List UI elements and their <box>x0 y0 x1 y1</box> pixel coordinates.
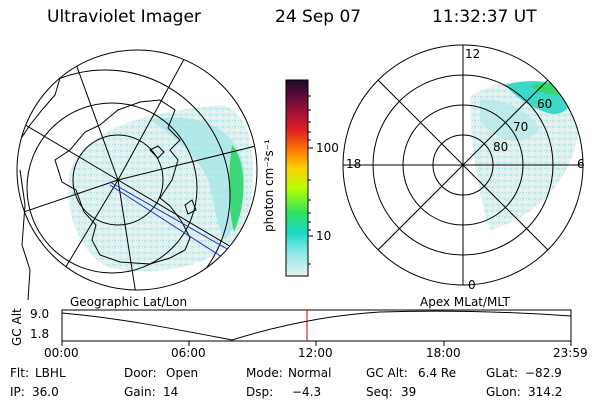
status-key: GLat: <box>486 366 519 380</box>
status-key: IP: <box>10 385 25 399</box>
altitude-ytick-low: 1.8 <box>30 327 50 341</box>
mlt-label-0: 0 <box>468 278 476 292</box>
status-value-ip: 36.0 <box>32 385 59 399</box>
time-label: 11:32:37 UT <box>432 7 537 27</box>
status-value-gc-alt: 6.4 Re <box>418 366 457 380</box>
status-key: Seq: <box>366 385 393 399</box>
status-key: Mode: <box>246 366 283 380</box>
mlat-label-60: 60 <box>537 97 553 111</box>
date-label: 24 Sep 07 <box>275 7 362 27</box>
colorbar-tick-100: 100 <box>316 141 339 155</box>
altitude-ytick-high: 9.0 <box>30 307 50 321</box>
status-value-glon: 314.2 <box>528 385 563 399</box>
altitude-xtick-0000: 00:00 <box>44 346 79 360</box>
status-value-gain: 14 <box>163 385 179 399</box>
colorbar-ticks <box>308 95 313 265</box>
status-value-door: Open <box>166 366 199 380</box>
status-value-mode: Normal <box>288 366 332 380</box>
status-value-filter: LBHL <box>35 366 66 380</box>
magnetic-panel-label: Apex MLat/MLT <box>420 295 510 309</box>
altitude-curve <box>61 310 572 341</box>
status-key: Door: <box>124 366 157 380</box>
mlat-label-80: 80 <box>493 140 509 154</box>
status-key: Gain: <box>124 385 156 399</box>
colorbar-tick-10: 10 <box>316 229 332 243</box>
coastline-south-america <box>19 65 61 141</box>
status-value-seq: 39 <box>401 385 417 399</box>
coastline-antarctica <box>54 99 191 265</box>
status-key: Flt: <box>10 366 29 380</box>
mlt-label-18: 18 <box>346 157 362 171</box>
altitude-xtick-2359: 23:59 <box>553 346 588 360</box>
colorbar <box>285 79 309 277</box>
altitude-ticks <box>61 341 572 346</box>
status-key: GC Alt: <box>366 366 408 380</box>
colorbar-unit-label: photon cm⁻²s⁻¹ <box>262 139 276 232</box>
status-key: GLon: <box>486 385 521 399</box>
altitude-xtick-1800: 18:00 <box>426 346 461 360</box>
polar-grid <box>342 44 584 286</box>
altitude-xtick-1200: 12:00 <box>298 346 333 360</box>
aurora-edge-left <box>229 145 244 232</box>
mlt-label-12: 12 <box>465 47 481 61</box>
status-key: Dsp: <box>246 385 274 399</box>
geographic-panel-label: Geographic Lat/Lon <box>70 295 188 309</box>
altitude-xtick-0600: 06:00 <box>171 346 206 360</box>
altitude-plot-area <box>61 309 572 346</box>
instrument-title: Ultraviolet Imager <box>47 7 201 27</box>
altitude-ylabel: GC Alt <box>10 308 24 346</box>
mlt-label-6: 6 <box>577 157 585 171</box>
status-value-glat: −82.9 <box>525 366 562 380</box>
status-value-dsp: −4.3 <box>292 385 322 399</box>
mlat-label-70: 70 <box>513 120 529 134</box>
geographic-map <box>17 50 257 290</box>
